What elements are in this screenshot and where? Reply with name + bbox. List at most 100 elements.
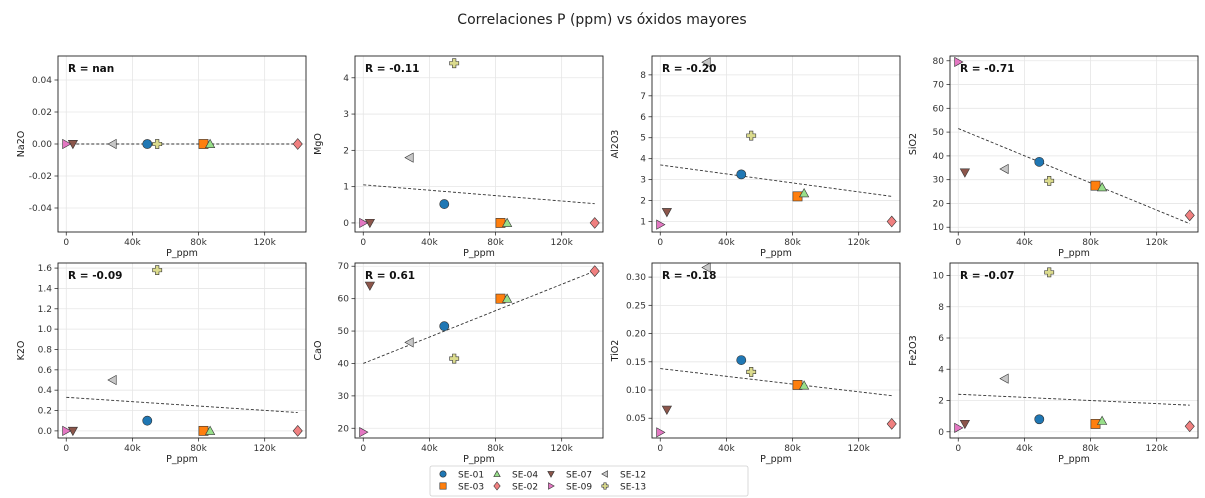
y-tick-label: 1.2 (38, 305, 52, 315)
x-tick-label: 40k (718, 238, 735, 248)
y-tick-label: 0.4 (38, 386, 53, 396)
plot-area (58, 263, 306, 438)
x-tick-label: 120k (550, 444, 573, 454)
x-tick-label: 0 (63, 444, 69, 454)
point-se-04 (204, 425, 216, 435)
axes-frame (949, 55, 1199, 233)
x-axis-label: P_ppm (760, 248, 792, 259)
axes-frame (57, 262, 307, 439)
y-tick-label: 40 (933, 152, 945, 162)
legend-marker-se-13 (601, 482, 609, 490)
point-se-04 (501, 217, 513, 227)
plot-area (950, 56, 1198, 232)
y-tick-label: 20 (933, 199, 945, 209)
y-tick-label: 4 (343, 74, 349, 84)
x-tick-label: 40k (421, 238, 438, 248)
trend-line (660, 164, 892, 197)
point-se-01 (439, 199, 450, 209)
point-se-01 (439, 321, 450, 332)
point-se-02 (886, 215, 897, 228)
subplot-grid: 0 40k 80k 120k -0.04 -0.02 0.0 0 0.02 0.04 R = nan… (16, 55, 1199, 465)
correlation-annotation: R = 0.61 (365, 270, 415, 282)
y-axis-label: Al2O3 (610, 130, 621, 159)
y-tick-label: -0.02 (29, 172, 52, 182)
x-tick-label: 0 (657, 238, 663, 248)
legend-marker-se-09 (548, 482, 555, 490)
point-se-09 (656, 427, 666, 438)
legend-label-se-03: SE-03 (458, 483, 484, 493)
legend-marker-se-03 (439, 482, 447, 490)
x-tick-label: 80k (487, 444, 504, 454)
y-tick-label: 0.30 (626, 273, 646, 283)
y-tick-label: 60 (933, 104, 945, 114)
x-tick-label: 120k (253, 238, 276, 248)
y-tick-label: 0.05 (626, 414, 646, 424)
x-tick-label: 80k (190, 444, 207, 454)
trend-line (660, 368, 892, 397)
point-se-13 (152, 265, 163, 276)
legend: SE-01 SE-03 SE-04 SE-02 SE-07 SE-09 SE-12 SE-13 (429, 465, 749, 497)
y-tick-label: 60 (338, 295, 350, 305)
y-tick-label: -0.04 (29, 204, 53, 214)
correlation-annotation: R = nan (68, 63, 114, 75)
x-tick-label: 0 (955, 238, 961, 248)
y-tick-label: 0.25 (626, 301, 646, 311)
point-se-09 (359, 217, 369, 229)
x-axis-label: P_ppm (1058, 248, 1090, 259)
y-tick-label: 1 (343, 183, 349, 193)
x-axis-label: P_ppm (463, 248, 495, 259)
y-tick-label: 0.15 (626, 358, 646, 368)
x-tick-label: 40k (718, 444, 735, 454)
correlation-annotation: R = -0.07 (960, 270, 1014, 282)
legend-marker-se-07 (547, 471, 555, 478)
point-se-09 (359, 427, 369, 438)
point-se-07 (661, 208, 672, 218)
x-tick-label: 80k (190, 238, 207, 248)
y-tick-label: 2 (938, 397, 944, 407)
x-axis-label: P_ppm (760, 454, 792, 465)
y-tick-label: 0.0 (38, 427, 53, 437)
point-se-09 (656, 219, 666, 230)
x-tick-label: 80k (784, 444, 801, 454)
x-tick-label: 120k (847, 444, 870, 454)
x-tick-label: 120k (1145, 238, 1168, 248)
point-se-01 (736, 355, 747, 365)
plot-area (355, 263, 603, 438)
point-se-04 (501, 293, 513, 303)
point-se-04 (798, 188, 810, 198)
x-tick-label: 80k (1082, 444, 1099, 454)
y-axis-label: Na2O (16, 131, 27, 157)
y-tick-label: 0.8 (38, 345, 53, 355)
y-tick-label: 6 (938, 334, 944, 344)
x-tick-label: 40k (124, 238, 141, 248)
y-tick-label: 2 (343, 146, 349, 156)
x-axis-label: P_ppm (463, 454, 495, 465)
trend-line (363, 184, 595, 205)
legend-label-se-13: SE-13 (620, 483, 646, 493)
point-se-01 (1034, 156, 1045, 167)
y-tick-label: 70 (338, 262, 350, 272)
point-se-13 (1044, 175, 1055, 186)
y-tick-label: 0.04 (32, 76, 52, 86)
legend-box (429, 465, 749, 497)
y-tick-label: 3 (640, 176, 646, 186)
axes-frame (354, 55, 604, 233)
legend-marker-se-04 (493, 470, 501, 477)
plot-area (652, 263, 900, 438)
y-tick-label: 0 (343, 219, 349, 229)
x-tick-label: 0 (360, 444, 366, 454)
legend-label-se-02: SE-02 (512, 483, 538, 493)
point-se-01 (1034, 414, 1045, 425)
y-tick-label: 50 (338, 327, 350, 337)
point-se-03 (1090, 180, 1101, 191)
y-tick-label: 8 (938, 303, 944, 313)
point-se-12 (701, 57, 711, 68)
y-tick-label: 8 (640, 71, 646, 81)
x-tick-label: 80k (487, 238, 504, 248)
axes-frame (354, 262, 604, 439)
y-tick-label: 0.6 (38, 366, 53, 376)
x-tick-label: 40k (124, 444, 141, 454)
point-se-02 (292, 425, 303, 437)
x-tick-label: 120k (1145, 444, 1168, 454)
y-tick-label: 0.02 (32, 108, 52, 118)
